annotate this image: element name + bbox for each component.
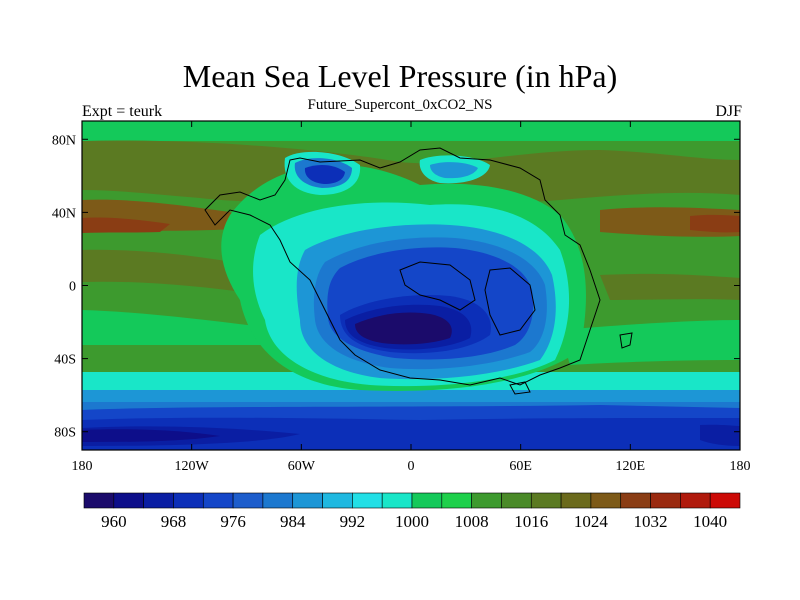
- colorbar-swatch: [411, 492, 443, 509]
- colorbar-label: 960: [101, 512, 127, 531]
- colorbar-label: 1032: [634, 512, 668, 531]
- colorbar-swatch: [262, 492, 294, 509]
- colorbar-label: 1024: [574, 512, 609, 531]
- coastline: [204, 147, 601, 386]
- colorbar-label: 984: [280, 512, 306, 531]
- colorbar: 960 968 976 984 992 1000 1008 1016 1024 1032 1040: [83, 492, 741, 531]
- x-tick-label: 0: [408, 459, 415, 474]
- colorbar-label: 1016: [514, 512, 548, 531]
- colorbar-swatch: [292, 492, 323, 509]
- coastline: [484, 267, 536, 336]
- coastline: [399, 261, 476, 311]
- y-axis: 80N 40N 0 40S 80S: [52, 133, 740, 441]
- pressure-band: [304, 164, 345, 184]
- pressure-band: [600, 273, 740, 300]
- colorbar-swatch: [530, 492, 562, 509]
- colorbar-swatch: [232, 492, 264, 509]
- colorbar-swatch: [352, 492, 383, 509]
- colorbar-swatch: [202, 492, 234, 509]
- colorbar-swatch: [680, 492, 711, 509]
- pressure-band: [82, 390, 740, 404]
- colorbar-label: 992: [340, 512, 366, 531]
- pressure-band: [355, 312, 452, 345]
- pressure-band: [82, 417, 740, 450]
- coastline: [619, 332, 633, 349]
- pressure-band: [82, 140, 740, 210]
- pressure-band: [82, 429, 220, 442]
- colorbar-label: 1008: [455, 512, 489, 531]
- y-tick-label: 80S: [54, 426, 76, 441]
- colorbar-label: 1000: [395, 512, 429, 531]
- x-axis: 180 120W 60W 0 60E 120E 180: [72, 121, 751, 474]
- colorbar-swatch: [83, 492, 115, 509]
- x-tick-label: 180: [72, 459, 93, 474]
- pressure-band: [690, 214, 740, 233]
- x-tick-label: 120E: [616, 459, 646, 474]
- colorbar-swatch: [113, 492, 144, 509]
- colorbar-swatch: [501, 492, 532, 509]
- coastline: [509, 381, 531, 395]
- pressure-band: [430, 162, 478, 179]
- chart-title: Mean Sea Level Pressure (in hPa): [182, 58, 618, 94]
- plot-area: [82, 121, 740, 450]
- x-tick-label: 60W: [288, 459, 316, 474]
- colorbar-swatch: [620, 492, 651, 509]
- colorbar-swatch: [143, 492, 174, 509]
- x-tick-label: 180: [730, 459, 751, 474]
- colorbar-swatch: [322, 492, 353, 509]
- colorbar-swatch: [709, 492, 741, 509]
- colorbar-swatch: [590, 492, 622, 509]
- colorbar-swatch: [173, 492, 204, 509]
- y-tick-label: 40S: [54, 353, 76, 368]
- season-label: DJF: [715, 103, 742, 120]
- colorbar-swatch: [471, 492, 502, 509]
- pressure-band: [700, 424, 740, 446]
- colorbar-label: 976: [220, 512, 246, 531]
- y-tick-label: 40N: [52, 206, 76, 221]
- x-tick-label: 60E: [509, 459, 532, 474]
- colorbar-swatch: [381, 492, 413, 509]
- colorbar-swatch: [441, 492, 472, 509]
- pressure-band: [82, 121, 740, 141]
- colorbar-swatch: [650, 492, 681, 509]
- pressure-band: [560, 320, 740, 365]
- chart-subtitle: Future_Supercont_0xCO2_NS: [307, 97, 493, 113]
- y-tick-label: 0: [69, 280, 76, 295]
- x-tick-label: 120W: [175, 459, 210, 474]
- experiment-label: Expt = teurk: [82, 103, 163, 120]
- y-tick-label: 80N: [52, 133, 76, 148]
- colorbar-swatch: [560, 492, 592, 509]
- colorbar-label: 968: [161, 512, 187, 531]
- pressure-band: [82, 217, 170, 233]
- colorbar-label: 1040: [693, 512, 727, 531]
